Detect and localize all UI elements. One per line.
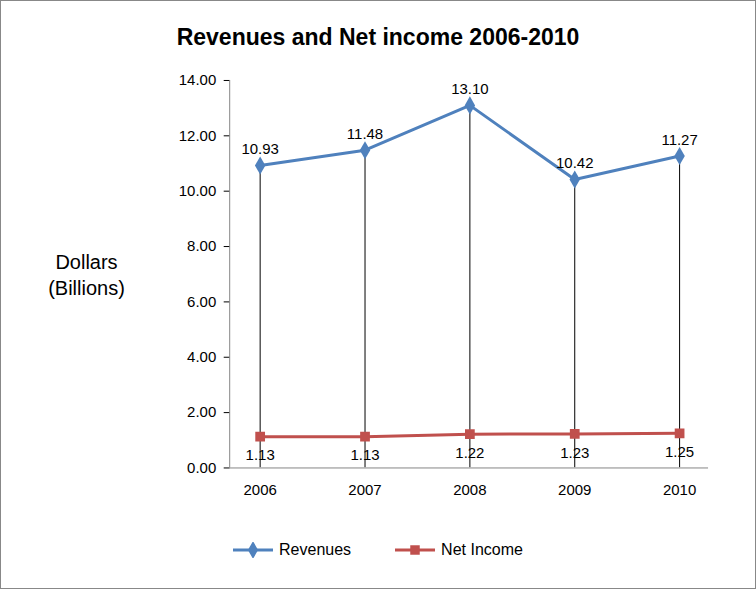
svg-text:12.00: 12.00 bbox=[179, 127, 216, 144]
svg-text:2.00: 2.00 bbox=[187, 403, 216, 420]
svg-text:1.25: 1.25 bbox=[665, 443, 694, 460]
svg-text:2009: 2009 bbox=[558, 481, 591, 498]
svg-text:4.00: 4.00 bbox=[187, 348, 216, 365]
svg-text:13.10: 13.10 bbox=[451, 80, 488, 97]
svg-text:10.93: 10.93 bbox=[241, 140, 278, 157]
svg-text:1.23: 1.23 bbox=[560, 444, 589, 461]
svg-text:2010: 2010 bbox=[663, 481, 696, 498]
svg-text:0.00: 0.00 bbox=[187, 459, 216, 476]
svg-text:2007: 2007 bbox=[348, 481, 381, 498]
html-text:Revenues: Revenues bbox=[279, 541, 352, 558]
svg-text:10.00: 10.00 bbox=[179, 182, 216, 199]
html-text:Revenues and Net income 2006-2: Revenues and Net income 2006-2010 bbox=[176, 24, 580, 50]
svg-text:6.00: 6.00 bbox=[187, 293, 216, 310]
svg-text:2006: 2006 bbox=[243, 481, 276, 498]
svg-text:14.00: 14.00 bbox=[179, 71, 216, 88]
svg-text:11.48: 11.48 bbox=[347, 125, 383, 142]
svg-text:1.22: 1.22 bbox=[455, 444, 484, 461]
svg-text:10.42: 10.42 bbox=[556, 154, 593, 171]
html-text:Dollars (Billions): Dollars (Billions) bbox=[48, 251, 125, 299]
svg-text:1.13: 1.13 bbox=[246, 446, 275, 463]
svg-text:1.13: 1.13 bbox=[350, 446, 379, 463]
svg-text:8.00: 8.00 bbox=[187, 237, 216, 254]
svg-text:11.27: 11.27 bbox=[661, 131, 697, 148]
html-text:Net Income: Net Income bbox=[441, 541, 523, 558]
svg-text:2008: 2008 bbox=[453, 481, 486, 498]
